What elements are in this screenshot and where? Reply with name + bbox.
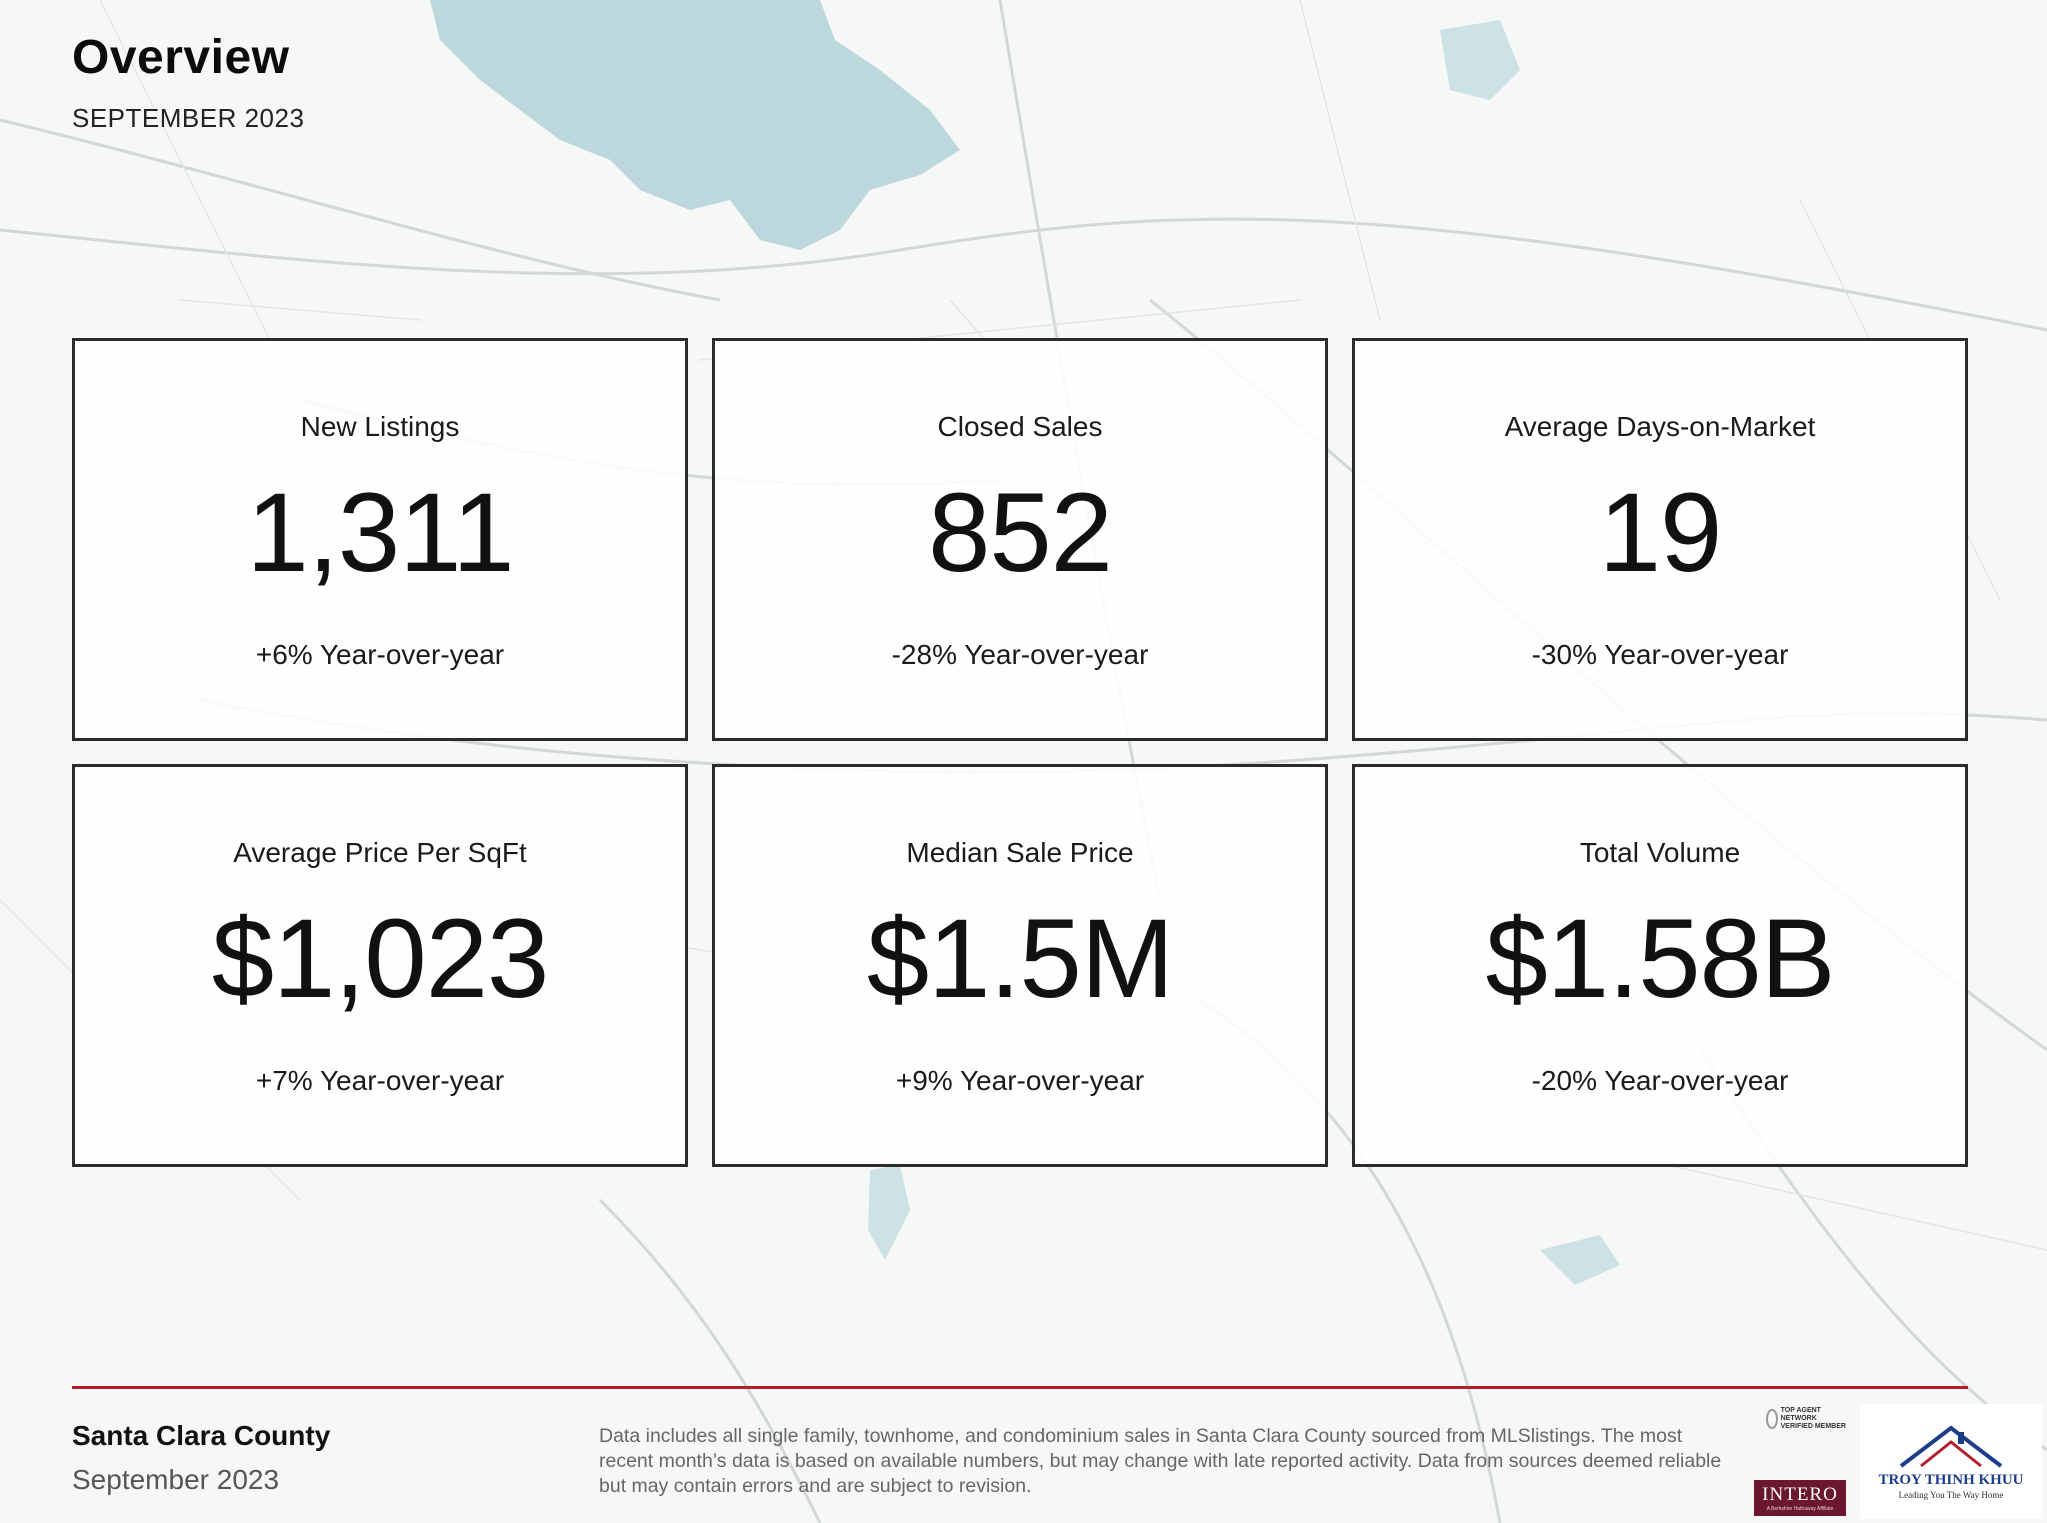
metric-label: Average Price Per SqFt <box>233 837 527 868</box>
logo-group: TOP AGENT NETWORK VERIFIED MEMBER INTERO… <box>1752 1404 2047 1519</box>
header: Overview SEPTEMBER 2023 <box>72 30 304 134</box>
metric-label: New Listings <box>300 411 460 442</box>
metric-delta: -28% Year-over-year <box>891 639 1149 670</box>
metric-card-closed-sales: Closed Sales 852 -28% Year-over-year <box>712 338 1328 741</box>
top-agent-network-logo: TOP AGENT NETWORK VERIFIED MEMBER <box>1766 1404 1850 1434</box>
metric-delta: -20% Year-over-year <box>1531 1065 1789 1096</box>
house-icon <box>1899 1425 2003 1468</box>
intero-name: INTERO <box>1762 1484 1838 1505</box>
intero-tagline: A Berkshire Hathaway Affiliate <box>1766 1506 1834 1512</box>
report-month: September 2023 <box>72 1464 280 1495</box>
troy-slogan: Leading You The Way Home <box>1898 1490 2004 1500</box>
county-name: Santa Clara County <box>72 1420 331 1451</box>
seal-icon <box>1766 1409 1778 1429</box>
metric-card-median-sale-price: Median Sale Price $1.5M +9% Year-over-ye… <box>712 764 1328 1167</box>
metrics-grid: New Listings 1,311 +6% Year-over-year Cl… <box>72 338 1968 1167</box>
troy-name: TROY THINH KHUU <box>1878 1472 2024 1488</box>
data-disclaimer: Data includes all single family, townhom… <box>599 1425 1722 1497</box>
page-subtitle: SEPTEMBER 2023 <box>72 103 305 133</box>
metric-label: Total Volume <box>1579 837 1741 868</box>
page-title: Overview <box>72 31 290 84</box>
intero-logo: INTERO A Berkshire Hathaway Affiliate <box>1754 1480 1846 1516</box>
metric-label: Closed Sales <box>937 411 1103 442</box>
metric-card-average-days-on-market: Average Days-on-Market 19 -30% Year-over… <box>1352 338 1968 741</box>
metric-card-total-volume: Total Volume $1.58B -20% Year-over-year <box>1352 764 1968 1167</box>
metric-value: $1.5M <box>866 896 1174 1021</box>
footer-location: Santa Clara County September 2023 <box>72 1420 330 1496</box>
metric-label: Median Sale Price <box>906 837 1134 868</box>
reservoir <box>1440 20 1520 100</box>
metric-value: $1,023 <box>211 896 550 1021</box>
metric-delta: +9% Year-over-year <box>895 1065 1145 1096</box>
troy-thinh-khuu-logo: TROY THINH KHUU Leading You The Way Home <box>1860 1404 2042 1519</box>
metric-value: 1,311 <box>246 470 515 595</box>
reservoir <box>1540 1235 1620 1285</box>
metric-card-average-price-per-sqft: Average Price Per SqFt $1,023 +7% Year-o… <box>72 764 688 1167</box>
metric-value: 19 <box>1598 470 1723 595</box>
metric-delta: +7% Year-over-year <box>255 1065 505 1096</box>
reservoir <box>868 1165 910 1260</box>
footer-divider <box>72 1386 1968 1389</box>
metric-value: 852 <box>928 470 1113 595</box>
metric-label: Average Days-on-Market <box>1504 411 1816 442</box>
metric-card-new-listings: New Listings 1,311 +6% Year-over-year <box>72 338 688 741</box>
metric-value: $1.58B <box>1485 896 1836 1021</box>
bay-water <box>430 0 960 250</box>
metric-delta: -30% Year-over-year <box>1531 639 1789 670</box>
top-agent-network-text: TOP AGENT NETWORK VERIFIED MEMBER <box>1780 1407 1846 1430</box>
metric-delta: +6% Year-over-year <box>255 639 505 670</box>
